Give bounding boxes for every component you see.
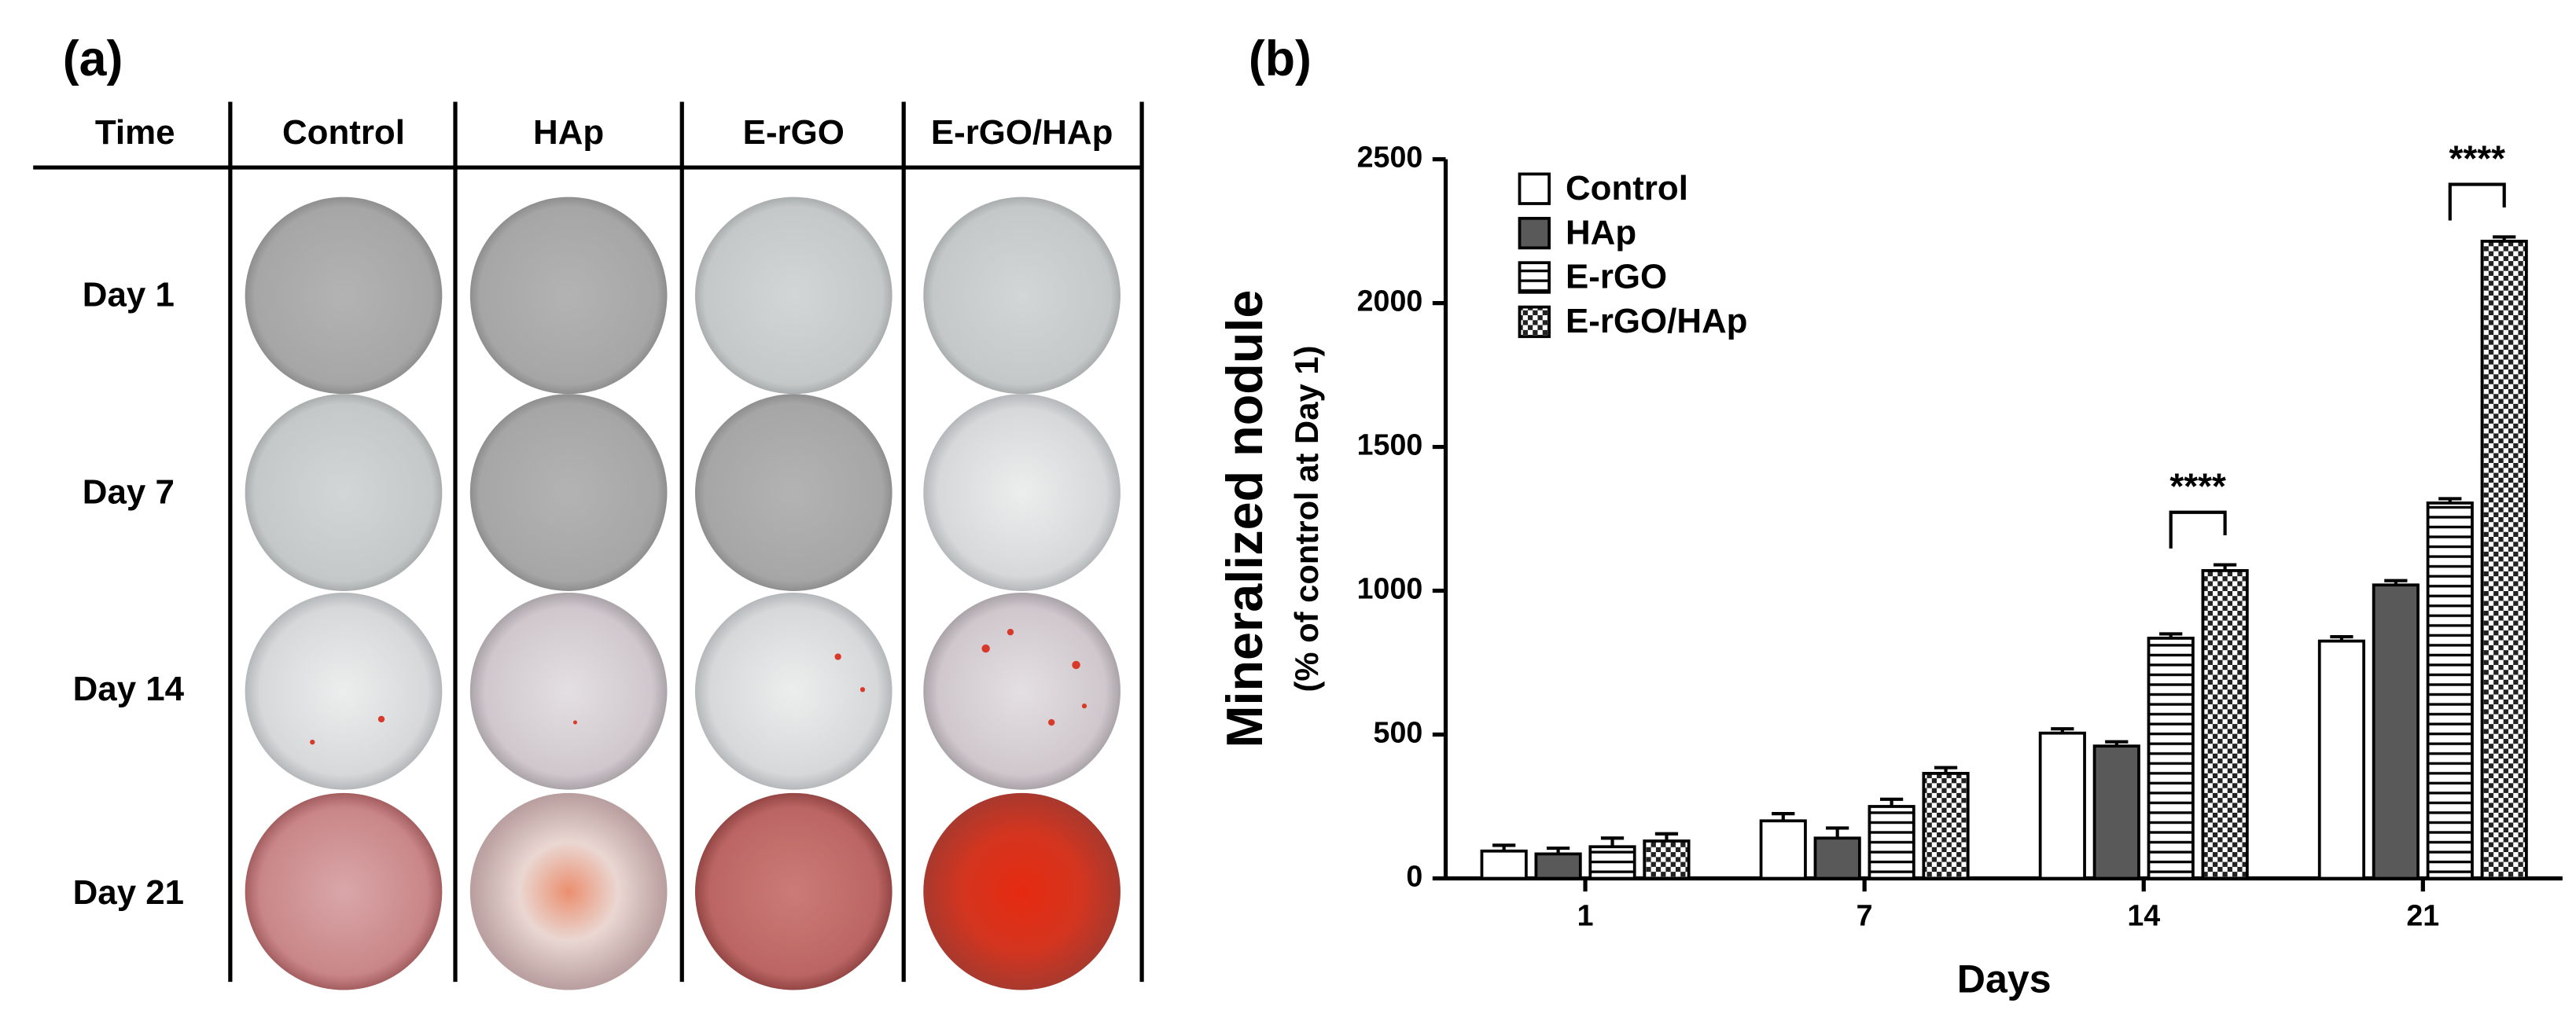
legend-swatch [1518, 216, 1551, 250]
row-label: Day 21 [73, 873, 184, 912]
legend-swatch [1518, 172, 1551, 205]
x-tick-label: 7 [1857, 899, 1873, 932]
bar [1534, 852, 1582, 880]
row-label: Day 1 [83, 276, 175, 314]
significance-label: **** [2449, 138, 2505, 178]
y-tick-label: 0 [1406, 859, 1422, 892]
bar [1588, 845, 1636, 880]
y-tick-label: 2000 [1357, 285, 1423, 318]
bar [1480, 849, 1528, 880]
legend-swatch [1518, 305, 1551, 339]
legend-label: Control [1566, 169, 1688, 208]
column-header: E-rGO [743, 113, 845, 152]
bar [2372, 583, 2420, 880]
bar [1759, 819, 1807, 880]
y-tick-label: 1500 [1357, 428, 1423, 461]
column-header: Control [282, 113, 405, 152]
bar [2092, 744, 2140, 880]
bar [2201, 569, 2249, 880]
y-axis-sublabel: (% of control at Day 1) [1288, 346, 1325, 693]
bar [2426, 501, 2474, 880]
bar [2480, 240, 2528, 880]
panel-label: (a) [63, 31, 123, 86]
significance-label: **** [2169, 466, 2226, 507]
bar [1922, 772, 1970, 880]
y-tick-label: 2500 [1357, 141, 1423, 174]
plot: 0 500 1000 1500 2000 2500 1 7 14 21 **** **** Contro… [1357, 138, 2563, 932]
row-label: Day 14 [73, 670, 185, 708]
column-header: Time [95, 113, 175, 152]
legend-label: HAp [1566, 213, 1636, 252]
column-header: HAp [533, 113, 604, 152]
bar [2038, 731, 2086, 880]
bar [1643, 839, 1691, 880]
legend-label: E-rGO [1566, 258, 1667, 296]
x-axis-label: Days [1957, 957, 2052, 1001]
bar [2317, 639, 2366, 880]
x-tick-label: 14 [2127, 899, 2160, 932]
significance-bracket [2448, 182, 2506, 221]
legend-swatch [1518, 261, 1551, 294]
y-axis-label: Mineralized nodule [1216, 290, 1273, 748]
bar [2147, 637, 2195, 880]
column-header: E-rGO/HAp [931, 113, 1113, 152]
significance-bracket [2169, 510, 2227, 549]
y-tick-label: 1000 [1357, 571, 1423, 604]
row-label: Day 7 [83, 472, 175, 511]
bar [1868, 805, 1915, 880]
x-tick-label: 1 [1577, 899, 1594, 932]
x-tick-label: 21 [2406, 899, 2439, 932]
legend-label: E-rGO/HAp [1566, 302, 1747, 340]
y-tick-label: 500 [1374, 715, 1423, 748]
table-lines [33, 101, 1144, 983]
well-photos [245, 197, 1121, 990]
bar [1813, 836, 1861, 880]
panel-label: (b) [1249, 31, 1312, 86]
